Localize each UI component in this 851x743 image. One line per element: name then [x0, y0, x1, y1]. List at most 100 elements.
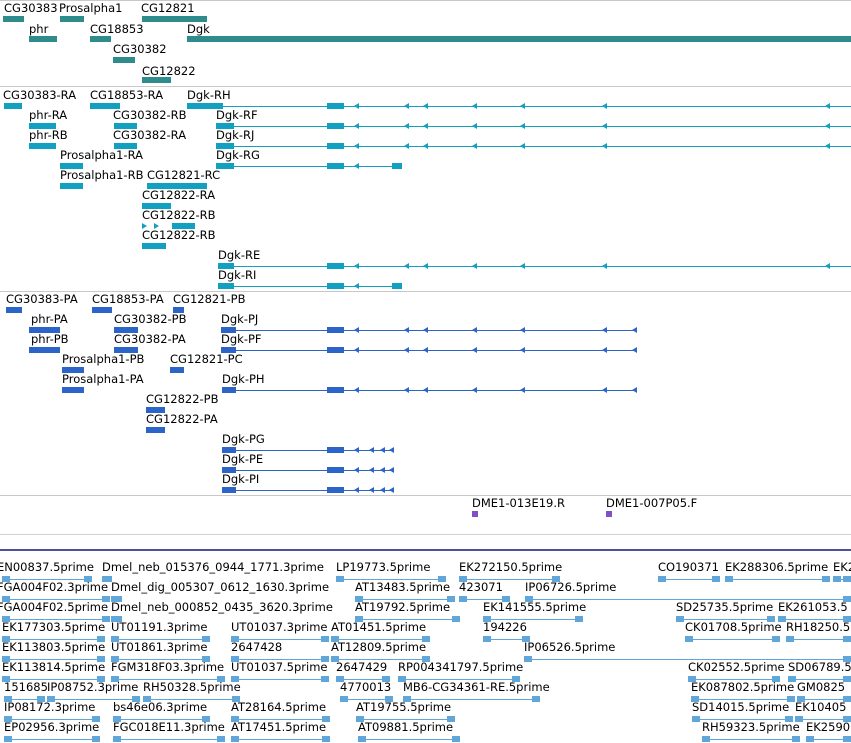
- est-label[interactable]: UT01037.5prime: [231, 660, 328, 674]
- est-label[interactable]: EN00837.5prime: [0, 560, 94, 574]
- est-label[interactable]: AT12809.5prime: [331, 640, 427, 654]
- est-label[interactable]: IP08172.3prime: [4, 700, 96, 714]
- feature-label[interactable]: CG30382-RA: [113, 128, 187, 142]
- feature-label[interactable]: CG12822-RB: [142, 228, 216, 242]
- feature-label[interactable]: DME1-007P05.F: [606, 496, 698, 510]
- est-label[interactable]: FGM318F03.3prime: [111, 660, 225, 674]
- feature-label[interactable]: CG12821-PC: [170, 352, 243, 366]
- feature-label[interactable]: CG12821-PB: [173, 292, 246, 306]
- feature-label[interactable]: Dgk-PJ: [221, 312, 259, 326]
- est-label[interactable]: EK177303.5prime: [2, 620, 106, 634]
- est-label[interactable]: FGA004F02.3prime: [0, 580, 109, 594]
- feature-label[interactable]: CG30383: [4, 1, 58, 15]
- est-label[interactable]: AT01451.5prime: [331, 620, 427, 634]
- est-label[interactable]: EK10405: [795, 700, 847, 714]
- est-label[interactable]: RP004341797.5prime: [398, 660, 524, 674]
- feature-label[interactable]: CG30383-PA: [6, 292, 78, 306]
- est-label[interactable]: 151685: [4, 680, 48, 694]
- feature-label[interactable]: phr-PB: [31, 332, 69, 346]
- feature-label[interactable]: CG12822-RA: [142, 188, 216, 202]
- est-label[interactable]: AT09881.5prime: [358, 720, 454, 734]
- est-label[interactable]: CK02552.5prime: [688, 660, 785, 674]
- feature-label[interactable]: CG12821-RC: [147, 168, 221, 182]
- feature-label[interactable]: phr-PA: [31, 312, 68, 326]
- feature-label[interactable]: Dgk-RE: [218, 248, 261, 262]
- feature-label[interactable]: Prosalpha1-PA: [62, 372, 144, 386]
- feature-label[interactable]: Dgk-RJ: [216, 128, 255, 142]
- feature-label[interactable]: Dgk: [187, 22, 210, 36]
- est-label[interactable]: EK113803.5prime: [2, 640, 106, 654]
- feature-label[interactable]: phr: [29, 22, 49, 36]
- est-label[interactable]: GM0825: [797, 680, 846, 694]
- est-label[interactable]: CO190371: [658, 560, 719, 574]
- est-label[interactable]: IP08752.3prime: [47, 680, 139, 694]
- est-label[interactable]: FGC018E11.3prime: [113, 720, 225, 734]
- feature-label[interactable]: Prosalpha1: [59, 1, 123, 15]
- feature-label[interactable]: Dgk-RH: [187, 88, 231, 102]
- est-label[interactable]: CK01708.5prime: [685, 620, 782, 634]
- feature-label[interactable]: Dgk-RF: [216, 108, 258, 122]
- est-label[interactable]: RH59323.5prime: [702, 720, 800, 734]
- est-label[interactable]: 2647428: [231, 640, 283, 654]
- est-label[interactable]: UT01191.3prime: [111, 620, 208, 634]
- feature-label[interactable]: Dgk-PF: [221, 332, 262, 346]
- est-label[interactable]: AT19755.5prime: [356, 700, 452, 714]
- feature-label[interactable]: CG12822-PA: [146, 412, 218, 426]
- est-label[interactable]: EP02956.3prime: [4, 720, 100, 734]
- est-label[interactable]: UT01037.3prime: [231, 620, 328, 634]
- feature-label[interactable]: CG30382: [113, 42, 167, 56]
- est-label[interactable]: EK141555.5prime: [483, 600, 587, 614]
- feature-label[interactable]: CG12822: [142, 64, 196, 78]
- est-label[interactable]: EK261053.5: [778, 600, 848, 614]
- est-label[interactable]: 194226: [483, 620, 527, 634]
- feature-label[interactable]: CG30382-RB: [113, 108, 187, 122]
- est-label[interactable]: FGA004F02.5prime: [0, 600, 109, 614]
- est-label[interactable]: EK288306.5prime: [725, 560, 829, 574]
- feature-label[interactable]: phr-RB: [29, 128, 68, 142]
- est-label[interactable]: Dmel_dig_005307_0612_1630.3prime: [111, 580, 330, 594]
- feature-label[interactable]: CG12822-PB: [146, 392, 219, 406]
- feature-label[interactable]: Dgk-PG: [222, 432, 265, 446]
- est-label[interactable]: EK2590: [806, 720, 851, 734]
- feature-label[interactable]: CG12822-RB: [142, 208, 216, 222]
- est-label[interactable]: IP06526.5prime: [524, 640, 616, 654]
- feature-label[interactable]: Dgk-PH: [222, 372, 265, 386]
- feature-label[interactable]: DME1-013E19.R: [472, 496, 566, 510]
- est-label[interactable]: 423071: [459, 580, 503, 594]
- feature-label[interactable]: Dgk-RI: [218, 268, 257, 282]
- feature-label[interactable]: Dgk-RG: [216, 148, 260, 162]
- feature-label[interactable]: CG30382-PB: [114, 312, 187, 326]
- est-label[interactable]: MB6-CG34361-RE.5prime: [403, 680, 550, 694]
- est-label[interactable]: AT28164.5prime: [231, 700, 327, 714]
- est-label[interactable]: RH50328.5prime: [143, 680, 241, 694]
- est-label[interactable]: AT13483.5prime: [355, 580, 451, 594]
- est-label[interactable]: EK087802.5prime: [691, 680, 795, 694]
- est-label[interactable]: EK2: [833, 560, 851, 574]
- feature-label[interactable]: CG18853: [90, 22, 144, 36]
- est-label[interactable]: Dmel_neb_015376_0944_1771.3prime: [102, 560, 324, 574]
- est-label[interactable]: SD06789.5: [788, 660, 851, 674]
- est-label[interactable]: 4770013: [340, 680, 392, 694]
- est-label[interactable]: SD14015.5prime: [692, 700, 790, 714]
- feature-label[interactable]: CG18853-PA: [92, 292, 164, 306]
- feature-label[interactable]: Prosalpha1-PB: [62, 352, 145, 366]
- feature-label[interactable]: Dgk-PE: [222, 452, 264, 466]
- est-label[interactable]: Dmel_neb_000852_0435_3620.3prime: [111, 600, 333, 614]
- est-label[interactable]: EK272150.5prime: [459, 560, 563, 574]
- feature-label[interactable]: CG30382-PA: [114, 332, 186, 346]
- est-label[interactable]: RH18250.5: [786, 620, 851, 634]
- feature-label[interactable]: Prosalpha1-RA: [60, 148, 143, 162]
- est-label[interactable]: UT01861.3prime: [111, 640, 208, 654]
- feature-label[interactable]: Prosalpha1-RB: [60, 168, 144, 182]
- est-label[interactable]: 2647429: [336, 660, 388, 674]
- feature-label[interactable]: CG30383-RA: [3, 88, 77, 102]
- est-label[interactable]: EK113814.5prime: [2, 660, 106, 674]
- feature-label[interactable]: phr-RA: [29, 108, 68, 122]
- est-label[interactable]: AT17451.5prime: [231, 720, 327, 734]
- feature-label[interactable]: CG18853-RA: [90, 88, 164, 102]
- est-label[interactable]: LP19773.5prime: [336, 560, 431, 574]
- est-label[interactable]: IP06726.5prime: [525, 580, 617, 594]
- feature-label[interactable]: Dgk-PI: [222, 472, 260, 486]
- est-label[interactable]: AT19792.5prime: [355, 600, 451, 614]
- est-label[interactable]: bs46e06.3prime: [113, 700, 208, 714]
